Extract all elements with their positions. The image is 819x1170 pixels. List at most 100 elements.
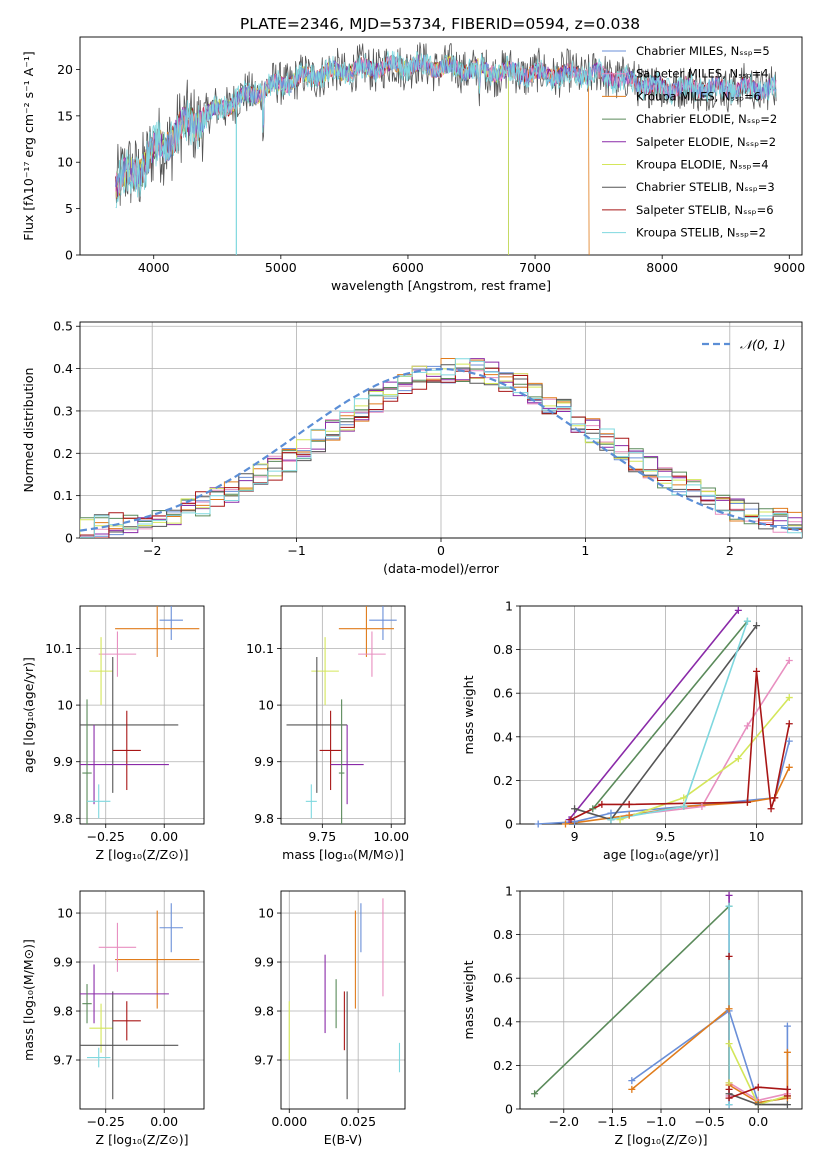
y-tick-label: 10 — [57, 906, 73, 921]
legend-label: Kroupa STELIB, Nₛₛₚ=2 — [636, 226, 766, 240]
age-vs-mass-panel: 9.75 10.00 9.8 9.9 10 10.1 mass [log₁₀(M/M⊙)] — [246, 605, 409, 862]
x-tick-label: 9.75 — [308, 829, 336, 844]
weight-marker-salpeter-stelib — [754, 1083, 762, 1091]
x-tick-label: −2 — [143, 543, 161, 558]
weight-marker-salpeter-stelib — [783, 1092, 791, 1100]
x-tick-label: 9000 — [773, 260, 805, 275]
legend-label: Salpeter MILES, Nₛₛₚ=4 — [636, 67, 769, 81]
legend-label: Chabrier MILES, Nₛₛₚ=5 — [636, 44, 770, 58]
y-tick-label: 10 — [258, 906, 274, 921]
plot-frame — [79, 321, 803, 539]
weight-line-chabrier-elodie — [534, 905, 730, 1095]
mass-vs-metallicity-panel: −0.25 0.00 9.7 9.8 9.9 10 Z [log₁₀(Z/Z⊙)] mass … — [21, 890, 205, 1147]
weight-marker-salpeter-stelib — [625, 800, 633, 808]
weight-marker-kroupa-miles — [783, 1048, 791, 1056]
y-tick-label: 0.8 — [493, 927, 513, 942]
y-tick-label: 0.1 — [53, 488, 73, 503]
y-tick-label: 0.2 — [493, 773, 513, 788]
weight-marker-chabrier-miles — [571, 818, 579, 826]
x-tick-label: 7000 — [519, 260, 551, 275]
plot-area — [288, 898, 401, 1100]
plot-area — [115, 42, 777, 255]
weight-marker-salpeter-stelib — [743, 798, 751, 806]
x-tick-label: 0.00 — [150, 829, 178, 844]
y-tick-label: 9.7 — [254, 1053, 274, 1068]
weight-marker-kroupa-elodie — [725, 1040, 733, 1048]
y-tick-label: 0.4 — [493, 729, 513, 744]
x-tick-label: −1.0 — [646, 1114, 676, 1129]
x-tick-label: 10 — [749, 829, 765, 844]
weight-marker-kroupa-stelib — [725, 1101, 733, 1109]
y-tick-label: 1 — [505, 599, 513, 614]
weight-line-salpeter-miles — [629, 660, 790, 817]
x-tick-label: −0.5 — [694, 1114, 724, 1129]
y-tick-label: 1 — [505, 884, 513, 899]
residual-histogram-panel: −2 −1 0 1 2 0 0.1 0.2 0.3 0.4 0.5 (data-model)/erro… — [21, 319, 803, 576]
weight-marker-salpeter-elodie — [734, 606, 742, 614]
x-axis-label: E(B-V) — [324, 1132, 363, 1147]
y-tick-label: 0 — [505, 817, 513, 832]
plot-area — [80, 606, 200, 824]
y-axis-label: mass [log₁₀(M/M⊙)] — [21, 939, 36, 1061]
y-tick-label: 0 — [65, 531, 73, 546]
x-tick-label: 10.00 — [373, 829, 409, 844]
plot-frame — [79, 890, 205, 1110]
y-tick-label: 10.1 — [246, 641, 274, 656]
plot-frame — [519, 890, 803, 1110]
x-tick-label: 8000 — [646, 260, 678, 275]
weight-marker-chabrier-miles — [534, 820, 542, 828]
y-tick-label: 0.6 — [493, 971, 513, 986]
y-tick-label: 0.8 — [493, 642, 513, 657]
weight-marker-chabrier-elodie — [531, 1090, 539, 1098]
x-axis-label: age [log₁₀(age/yr)] — [603, 847, 719, 862]
normal-curve — [80, 367, 802, 532]
weight-marker-salpeter-stelib — [753, 667, 761, 675]
weight-marker-chabrier-stelib — [783, 1101, 791, 1109]
plot-area — [538, 609, 791, 824]
weight-marker-salpeter-stelib — [725, 1094, 733, 1102]
weight-marker-kroupa-elodie — [680, 794, 688, 802]
x-tick-label: 6000 — [392, 260, 424, 275]
y-tick-label: 0.6 — [493, 686, 513, 701]
weight-marker-kroupa-elodie — [725, 1079, 733, 1087]
y-axis-label: mass weight — [461, 960, 476, 1039]
y-tick-label: 0.5 — [53, 319, 73, 334]
legend-label: Kroupa MILES, Nₛₛₚ=6 — [636, 89, 761, 103]
weight-marker-salpeter-stelib — [771, 794, 779, 802]
plot-frame — [280, 605, 406, 825]
y-tick-label: 9.9 — [254, 754, 274, 769]
weight-marker-salpeter-stelib — [783, 1085, 791, 1093]
plot-frame — [519, 605, 803, 825]
weight-marker-salpeter-stelib — [567, 816, 575, 824]
weight-marker-salpeter-stelib — [598, 800, 606, 808]
y-tick-label: 9.9 — [254, 955, 274, 970]
weight-line-salpeter-elodie — [568, 609, 739, 821]
plot-frame — [280, 890, 406, 1110]
x-tick-label: 1 — [581, 543, 589, 558]
weight-marker-kroupa-miles — [628, 1085, 636, 1093]
figure-title: PLATE=2346, MJD=53734, FIBERID=0594, z=0… — [240, 15, 640, 33]
x-axis-label: wavelength [Angstrom, rest frame] — [331, 278, 551, 293]
weight-marker-salpeter-stelib — [725, 1085, 733, 1093]
plot-frame — [79, 605, 205, 825]
y-tick-label: 9.8 — [53, 1004, 73, 1019]
x-axis-label: Z [log₁₀(Z/Z⊙)] — [96, 847, 189, 862]
weight-marker-chabrier-stelib — [571, 805, 579, 813]
legend-label: Salpeter ELODIE, Nₛₛₚ=2 — [636, 135, 776, 149]
x-tick-label: 0.000 — [271, 1114, 307, 1129]
weight-marker-chabrier-miles — [783, 1022, 791, 1030]
y-tick-label: 9.8 — [53, 811, 73, 826]
y-tick-label: 9.9 — [53, 955, 73, 970]
x-tick-label: 0.0 — [748, 1114, 768, 1129]
x-tick-label: 9.5 — [656, 829, 676, 844]
y-tick-label: 10 — [57, 698, 73, 713]
spectrum-panel: 4000 5000 6000 7000 8000 9000 0 5 10 15 20 waveleng… — [21, 36, 805, 293]
weight-marker-chabrier-elodie — [589, 805, 597, 813]
x-tick-label: −1.5 — [597, 1114, 627, 1129]
y-tick-label: 0.3 — [53, 403, 73, 418]
weight-marker-kroupa-stelib — [680, 803, 688, 811]
y-axis-label: mass weight — [461, 675, 476, 754]
y-tick-label: 10.1 — [45, 641, 73, 656]
mass-vs-ebv-panel: 0.000 0.025 9.7 9.8 9.9 10 E(B-V) — [254, 890, 406, 1147]
